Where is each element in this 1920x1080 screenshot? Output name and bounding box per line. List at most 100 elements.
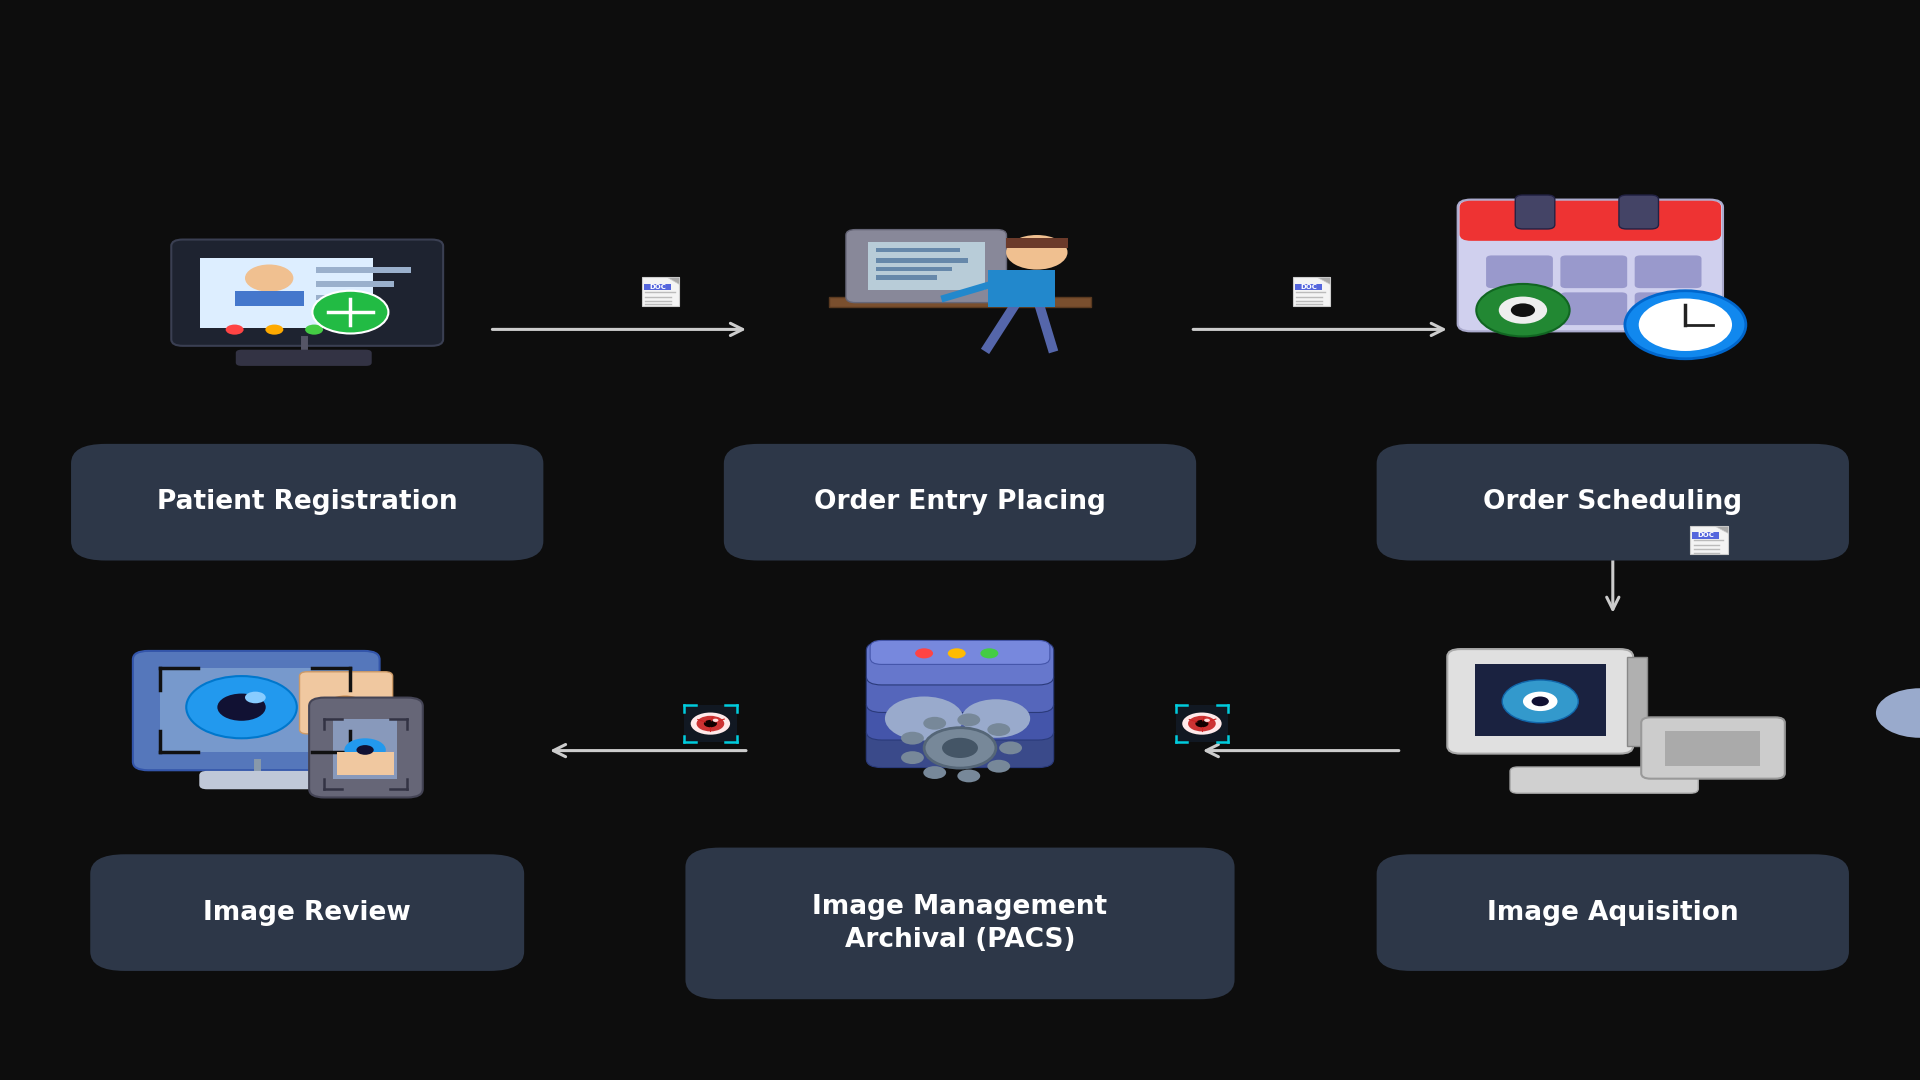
Text: DOC: DOC bbox=[1697, 532, 1715, 539]
Circle shape bbox=[948, 648, 966, 659]
FancyBboxPatch shape bbox=[866, 642, 1054, 685]
FancyBboxPatch shape bbox=[1459, 201, 1720, 241]
FancyBboxPatch shape bbox=[90, 854, 524, 971]
Circle shape bbox=[246, 265, 294, 292]
Polygon shape bbox=[1690, 526, 1728, 554]
FancyBboxPatch shape bbox=[132, 651, 380, 770]
Circle shape bbox=[217, 693, 265, 720]
Circle shape bbox=[924, 717, 947, 730]
Circle shape bbox=[987, 759, 1010, 772]
Circle shape bbox=[1204, 718, 1210, 721]
Circle shape bbox=[1196, 720, 1208, 727]
Polygon shape bbox=[1294, 284, 1321, 291]
Circle shape bbox=[924, 766, 947, 779]
FancyBboxPatch shape bbox=[236, 350, 372, 366]
Circle shape bbox=[186, 676, 298, 739]
FancyBboxPatch shape bbox=[200, 771, 315, 789]
FancyBboxPatch shape bbox=[1377, 854, 1849, 971]
Polygon shape bbox=[1006, 238, 1068, 248]
Circle shape bbox=[1183, 713, 1221, 734]
Circle shape bbox=[246, 691, 265, 703]
Circle shape bbox=[1476, 284, 1569, 337]
Polygon shape bbox=[876, 275, 937, 280]
Polygon shape bbox=[868, 242, 985, 291]
Circle shape bbox=[900, 732, 924, 744]
FancyBboxPatch shape bbox=[1486, 256, 1553, 288]
FancyBboxPatch shape bbox=[1509, 767, 1697, 793]
Polygon shape bbox=[334, 719, 397, 779]
FancyBboxPatch shape bbox=[847, 230, 1006, 302]
Text: DOC: DOC bbox=[649, 284, 666, 291]
Circle shape bbox=[1500, 297, 1548, 324]
Polygon shape bbox=[1317, 278, 1331, 284]
FancyBboxPatch shape bbox=[1561, 293, 1626, 325]
Circle shape bbox=[924, 728, 996, 768]
Text: DOC: DOC bbox=[1300, 284, 1317, 291]
FancyBboxPatch shape bbox=[1457, 200, 1722, 332]
Polygon shape bbox=[315, 295, 376, 300]
Text: Patient Registration: Patient Registration bbox=[157, 489, 457, 515]
Circle shape bbox=[943, 738, 977, 758]
Text: Image Management
Archival (PACS): Image Management Archival (PACS) bbox=[812, 894, 1108, 953]
Polygon shape bbox=[336, 752, 394, 775]
Polygon shape bbox=[1692, 532, 1718, 539]
Circle shape bbox=[324, 696, 367, 719]
FancyBboxPatch shape bbox=[171, 240, 444, 346]
Circle shape bbox=[998, 742, 1021, 754]
Polygon shape bbox=[1626, 657, 1647, 746]
FancyBboxPatch shape bbox=[866, 697, 1054, 740]
Polygon shape bbox=[1665, 730, 1759, 766]
Polygon shape bbox=[876, 247, 960, 253]
Circle shape bbox=[357, 745, 374, 755]
Circle shape bbox=[1188, 716, 1215, 731]
Polygon shape bbox=[684, 705, 737, 742]
Text: Image Aquisition: Image Aquisition bbox=[1486, 900, 1740, 926]
FancyBboxPatch shape bbox=[866, 670, 1054, 713]
Polygon shape bbox=[876, 267, 952, 271]
Circle shape bbox=[697, 716, 724, 731]
FancyBboxPatch shape bbox=[866, 725, 1054, 768]
FancyBboxPatch shape bbox=[724, 444, 1196, 561]
Polygon shape bbox=[1175, 705, 1229, 742]
Circle shape bbox=[313, 291, 388, 334]
FancyBboxPatch shape bbox=[1515, 195, 1555, 229]
Circle shape bbox=[712, 718, 718, 721]
Polygon shape bbox=[234, 291, 303, 307]
Circle shape bbox=[1511, 303, 1536, 318]
FancyBboxPatch shape bbox=[71, 444, 543, 561]
Polygon shape bbox=[876, 258, 968, 262]
Polygon shape bbox=[643, 284, 670, 291]
Circle shape bbox=[705, 720, 716, 727]
FancyBboxPatch shape bbox=[300, 672, 394, 734]
Polygon shape bbox=[1475, 664, 1605, 737]
Circle shape bbox=[885, 697, 964, 741]
Polygon shape bbox=[1292, 278, 1331, 306]
Circle shape bbox=[1523, 691, 1557, 711]
Circle shape bbox=[981, 648, 998, 659]
FancyBboxPatch shape bbox=[1642, 717, 1786, 779]
Polygon shape bbox=[1715, 526, 1728, 532]
FancyBboxPatch shape bbox=[1561, 256, 1626, 288]
Circle shape bbox=[1638, 298, 1732, 351]
Polygon shape bbox=[200, 258, 372, 327]
Text: Image Review: Image Review bbox=[204, 900, 411, 926]
Circle shape bbox=[900, 752, 924, 764]
Circle shape bbox=[227, 325, 244, 335]
Circle shape bbox=[1006, 235, 1068, 270]
FancyBboxPatch shape bbox=[1634, 293, 1701, 325]
FancyBboxPatch shape bbox=[1634, 256, 1701, 288]
FancyBboxPatch shape bbox=[1486, 293, 1553, 325]
Text: Order Scheduling: Order Scheduling bbox=[1484, 489, 1741, 515]
Polygon shape bbox=[315, 268, 411, 273]
Circle shape bbox=[987, 724, 1010, 737]
FancyBboxPatch shape bbox=[309, 698, 422, 797]
FancyBboxPatch shape bbox=[685, 848, 1235, 999]
Circle shape bbox=[1876, 688, 1920, 738]
Polygon shape bbox=[666, 278, 680, 284]
FancyBboxPatch shape bbox=[1377, 444, 1849, 561]
Circle shape bbox=[1624, 291, 1745, 359]
Circle shape bbox=[958, 769, 981, 782]
Polygon shape bbox=[315, 281, 394, 287]
Polygon shape bbox=[161, 669, 349, 752]
Circle shape bbox=[916, 648, 933, 659]
